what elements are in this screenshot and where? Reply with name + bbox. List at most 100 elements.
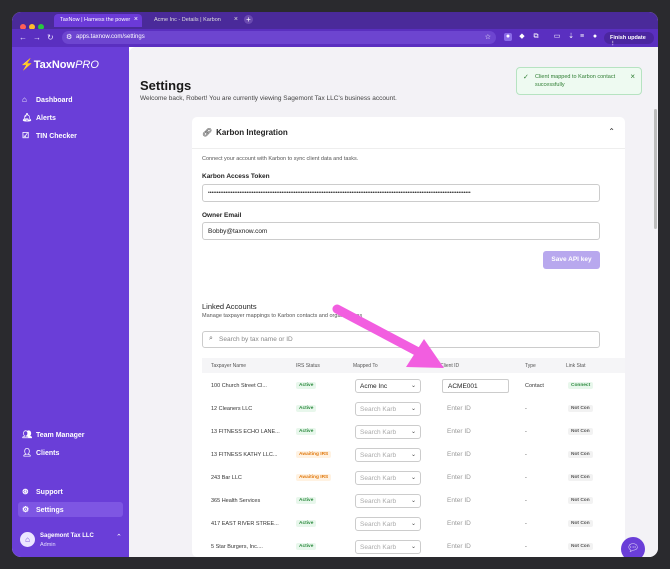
close-toast-icon[interactable]: × xyxy=(630,72,635,81)
account-name: Sagemont Tax LLC xyxy=(40,533,94,539)
chevron-up-icon[interactable]: ⌃ xyxy=(608,127,615,136)
client-id-input[interactable]: Enter ID xyxy=(447,474,471,481)
link-status-badge: Not Con xyxy=(568,543,593,550)
extension-icon[interactable]: ● xyxy=(504,33,512,41)
type-cell: - xyxy=(525,406,527,412)
chevron-down-icon: ⌄ xyxy=(410,383,416,389)
sidebar-item-support[interactable]: ⊛ Support xyxy=(22,487,63,496)
zoom-window-button[interactable] xyxy=(38,24,44,30)
token-label: Karbon Access Token xyxy=(202,173,270,180)
mapped-to-select[interactable]: Search Karb ⌄ xyxy=(355,540,421,554)
scrollbar[interactable] xyxy=(654,109,657,229)
link-icon: 🔗︎ xyxy=(202,128,213,137)
extension-icon[interactable]: ◆ xyxy=(519,33,525,40)
table-row: 365 Health Services Active Search Karb ⌄ Ent… xyxy=(202,490,625,513)
client-id-input[interactable]: Enter ID xyxy=(447,428,471,435)
main-content: Settings Welcome back, Robert! You are c… xyxy=(129,47,658,557)
bell-icon: 🔔︎ xyxy=(22,113,33,122)
client-id-input[interactable]: Enter ID xyxy=(447,543,471,550)
taxpayer-name: 5 Star Burgers, Inc.... xyxy=(211,544,263,550)
save-api-key-button[interactable]: Save API key xyxy=(543,251,600,269)
mapped-to-select[interactable]: Search Karb ⌄ xyxy=(355,471,421,485)
users-icon: 👥︎ xyxy=(22,430,33,439)
tab-karbon[interactable]: Acme Inc - Details | Karbon × xyxy=(154,16,238,23)
chat-button[interactable]: 💬︎ xyxy=(621,537,645,557)
link-status-badge: Not Con xyxy=(568,497,593,504)
tab-taxnow[interactable]: TaxNow | Harness the power × xyxy=(54,14,142,27)
sidebar-item-settings[interactable]: ⚙ Settings xyxy=(18,502,123,517)
puzzle-icon[interactable]: ⧉ xyxy=(533,33,539,40)
gear-icon: ⚙ xyxy=(22,505,30,514)
download-icon[interactable]: ⇣ xyxy=(568,33,574,40)
status-badge: Active xyxy=(296,497,317,504)
search-input[interactable]: ⌕ Search by tax name or ID xyxy=(202,331,600,348)
sidebar-item-alerts[interactable]: 🔔︎ Alerts xyxy=(22,113,56,122)
list-icon[interactable]: ≡ xyxy=(579,33,585,40)
karbon-description: Connect your account with Karbon to sync… xyxy=(202,156,359,162)
account-role: Admin xyxy=(40,542,56,548)
site-settings-icon[interactable]: ⚙ xyxy=(66,34,73,41)
taxpayer-name: 100 Church Street Cl... xyxy=(211,383,267,389)
table-row: 13 FITNESS KATHY LLC... Awaiting IRS Searc… xyxy=(202,444,625,467)
avatar: ⌂ xyxy=(20,532,35,547)
mapped-to-select[interactable]: Search Karb ⌄ xyxy=(355,402,421,416)
email-field[interactable]: Bobby@taxnow.com xyxy=(202,222,600,240)
client-id-input[interactable]: Enter ID xyxy=(447,405,471,412)
status-badge: Active xyxy=(296,543,317,550)
sidebar-item-tin-checker[interactable]: ☑ TIN Checker xyxy=(22,131,77,140)
back-icon[interactable]: ← xyxy=(19,33,27,42)
page-subtitle: Welcome back, Robert! You are currently … xyxy=(140,95,397,102)
karbon-card: 🔗︎ Karbon Integration ⌃ Connect your acco… xyxy=(192,117,625,557)
mapped-to-select[interactable]: Search Karb ⌄ xyxy=(355,494,421,508)
karbon-card-header[interactable]: 🔗︎ Karbon Integration ⌃ xyxy=(192,117,625,149)
sidebar-item-team-manager[interactable]: 👥︎ Team Manager xyxy=(22,430,85,439)
address-bar[interactable]: ⚙ apps.taxnow.com/settings ☆ xyxy=(62,31,496,44)
token-field[interactable]: ••••••••••••••••••••••••••••••••••••••••… xyxy=(202,184,600,202)
link-status-badge: Not Con xyxy=(568,520,593,527)
mapped-to-select[interactable]: Search Karb ⌄ xyxy=(355,448,421,462)
close-window-button[interactable] xyxy=(20,24,26,30)
chevron-down-icon: ⌄ xyxy=(410,429,416,435)
table-row: 12 Cleaners LLC Active Search Karb ⌄ Enter I… xyxy=(202,398,625,421)
client-id-input[interactable]: Enter ID xyxy=(447,451,471,458)
browser-window: TaxNow | Harness the power × Acme Inc - D… xyxy=(12,12,658,557)
sidepanel-icon[interactable]: ▭ xyxy=(553,33,561,40)
taxpayer-name: 12 Cleaners LLC xyxy=(211,406,253,412)
profile-icon[interactable]: ● xyxy=(592,33,598,40)
client-id-input[interactable]: Enter ID xyxy=(447,520,471,527)
browser-toolbar: ← → ↻ ⚙ apps.taxnow.com/settings ☆ ● ◆ ⧉… xyxy=(12,29,658,47)
reload-icon[interactable]: ↻ xyxy=(47,33,54,42)
forward-icon[interactable]: → xyxy=(33,33,41,42)
minimize-window-button[interactable] xyxy=(29,24,35,30)
close-tab-icon[interactable]: × xyxy=(233,16,238,23)
app-logo[interactable]: ⚡TaxNowPRO xyxy=(20,59,99,71)
mapped-to-select[interactable]: Search Karb ⌄ xyxy=(355,517,421,531)
new-tab-button[interactable]: + xyxy=(244,15,253,24)
sidebar-item-clients[interactable]: 👤︎ Clients xyxy=(22,448,60,457)
link-status-badge: Connect xyxy=(568,382,594,389)
type-cell: Contact xyxy=(525,383,544,389)
finish-update-button[interactable]: Finish update ⋮ xyxy=(604,32,654,47)
bookmark-star-icon[interactable]: ☆ xyxy=(484,34,491,41)
taxpayer-name: 243 Bar LLC xyxy=(211,475,242,481)
sidebar-item-dashboard[interactable]: ⌂ Dashboard xyxy=(22,95,73,104)
mapped-to-select[interactable]: Search Karb ⌄ xyxy=(355,425,421,439)
type-cell: - xyxy=(525,498,527,504)
client-id-input[interactable]: ACME001 xyxy=(442,379,509,393)
linked-accounts-title: Linked Accounts xyxy=(202,302,257,311)
type-cell: - xyxy=(525,429,527,435)
account-switcher[interactable]: ⌂ Sagemont Tax LLC Admin ⌃ xyxy=(18,527,128,555)
type-cell: - xyxy=(525,521,527,527)
table-row: 13 FITNESS ECHO LANE... Active Search Karb… xyxy=(202,421,625,444)
close-tab-icon[interactable]: × xyxy=(133,16,138,23)
status-badge: Active xyxy=(296,405,317,412)
lifebuoy-icon: ⊛ xyxy=(22,487,29,496)
tab-bar: TaxNow | Harness the power × Acme Inc - D… xyxy=(12,12,658,30)
chevron-down-icon: ⌄ xyxy=(410,498,416,504)
table-row: 243 Bar LLC Awaiting IRS Search Karb ⌄ Enter… xyxy=(202,467,625,490)
mapped-to-select[interactable]: Acme Inc ⌄ xyxy=(355,379,421,393)
page-title: Settings xyxy=(140,78,192,93)
table-row: 5 Star Burgers, Inc.... Active Search Karb… xyxy=(202,536,625,557)
client-id-input[interactable]: Enter ID xyxy=(447,497,471,504)
link-status-badge: Not Con xyxy=(568,451,593,458)
